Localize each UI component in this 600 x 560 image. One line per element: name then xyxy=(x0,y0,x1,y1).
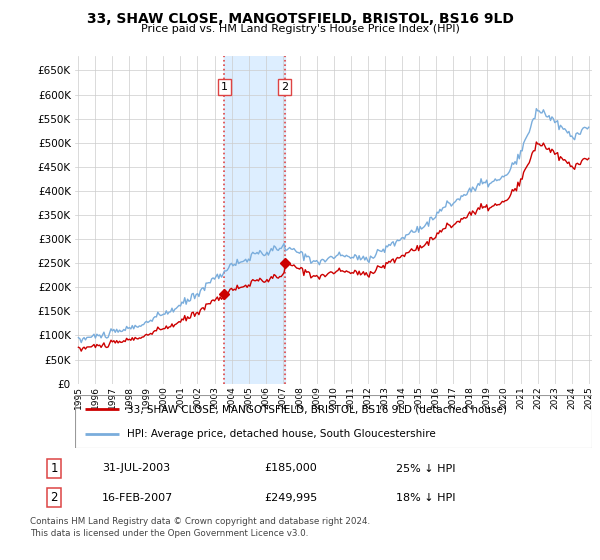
Text: HPI: Average price, detached house, South Gloucestershire: HPI: Average price, detached house, Sout… xyxy=(127,428,436,438)
Text: 33, SHAW CLOSE, MANGOTSFIELD, BRISTOL, BS16 9LD: 33, SHAW CLOSE, MANGOTSFIELD, BRISTOL, B… xyxy=(86,12,514,26)
Text: 33, SHAW CLOSE, MANGOTSFIELD, BRISTOL, BS16 9LD (detached house): 33, SHAW CLOSE, MANGOTSFIELD, BRISTOL, B… xyxy=(127,404,506,414)
Text: 2: 2 xyxy=(281,82,288,92)
Text: 31-JUL-2003: 31-JUL-2003 xyxy=(102,464,170,474)
Text: 25% ↓ HPI: 25% ↓ HPI xyxy=(396,464,455,474)
Text: Price paid vs. HM Land Registry's House Price Index (HPI): Price paid vs. HM Land Registry's House … xyxy=(140,24,460,34)
Text: 1: 1 xyxy=(221,82,228,92)
Text: 2: 2 xyxy=(50,491,58,504)
Text: £249,995: £249,995 xyxy=(264,493,317,503)
Text: £185,000: £185,000 xyxy=(264,464,317,474)
Text: 1: 1 xyxy=(50,462,58,475)
Text: 18% ↓ HPI: 18% ↓ HPI xyxy=(396,493,455,503)
Text: 16-FEB-2007: 16-FEB-2007 xyxy=(102,493,173,503)
Text: Contains HM Land Registry data © Crown copyright and database right 2024.
This d: Contains HM Land Registry data © Crown c… xyxy=(30,516,370,538)
Bar xyxy=(224,56,284,384)
